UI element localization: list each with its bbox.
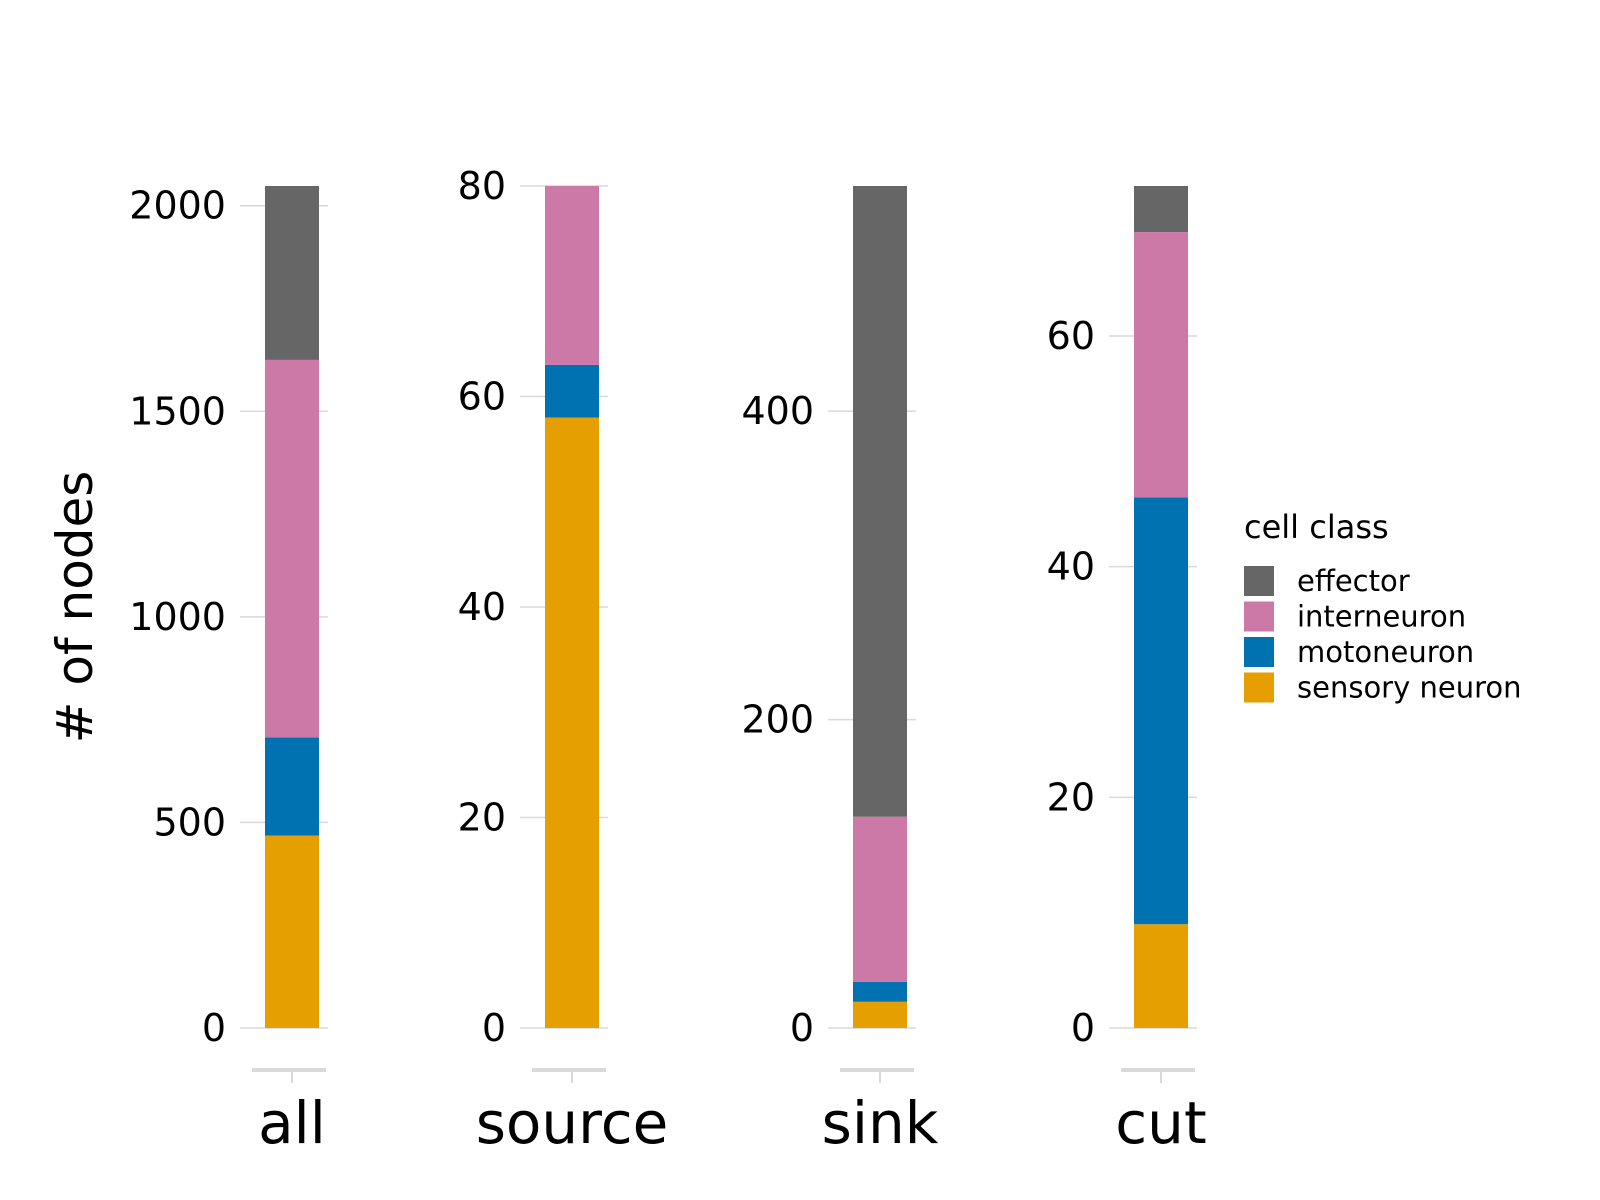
- y-tick-label: 400: [741, 389, 814, 433]
- y-tick-label: 80: [458, 164, 506, 208]
- y-tick-label: 1500: [129, 389, 226, 433]
- bar-segment-interneuron: [1134, 232, 1188, 498]
- bar-segment-sensory-neuron: [853, 1001, 907, 1028]
- legend-swatch-interneuron: [1244, 601, 1274, 632]
- y-tick-label: 60: [458, 375, 506, 419]
- panel-all: 0 500 1000 1500 2000 all: [129, 184, 328, 1157]
- y-tick-label: 0: [202, 1006, 226, 1050]
- y-tick-label: 500: [153, 800, 226, 844]
- chart-panels: 0500100015002000all020406080source020040…: [129, 164, 1206, 1157]
- bar-segment-effector: [853, 186, 907, 817]
- panel-sink: 0 200 400 sink: [741, 186, 939, 1157]
- y-tick-label: 2000: [129, 184, 226, 228]
- legend: cell class effectorinterneuronmotoneuron…: [1244, 508, 1522, 705]
- y-tick-label: 1000: [129, 595, 226, 639]
- legend-label-sensory-neuron: sensory neuron: [1297, 671, 1522, 705]
- y-tick-label: 40: [1047, 545, 1095, 589]
- bar-segment-interneuron: [853, 816, 907, 982]
- bar-segment-effector: [265, 186, 319, 360]
- bar-segment-sensory-neuron: [545, 417, 599, 1028]
- legend-label-interneuron: interneuron: [1297, 600, 1466, 634]
- x-category-label: all: [258, 1089, 326, 1157]
- x-category-label: sink: [822, 1089, 939, 1157]
- bar-segment-sensory-neuron: [1134, 924, 1188, 1028]
- bar-segment-motoneuron: [545, 364, 599, 418]
- legend-swatch-effector: [1244, 566, 1274, 596]
- y-tick-label: 60: [1047, 314, 1095, 358]
- panel-cut: 0 20 40 60 cut: [1047, 186, 1207, 1157]
- x-category-label: cut: [1115, 1089, 1206, 1157]
- legend-swatch-motoneuron: [1244, 637, 1274, 667]
- legend-title: cell class: [1244, 508, 1389, 546]
- y-tick-label: 20: [458, 796, 506, 840]
- x-category-label: source: [476, 1089, 669, 1157]
- y-tick-label: 40: [458, 585, 506, 629]
- y-tick-label: 0: [790, 1006, 814, 1050]
- bar-segment-motoneuron: [853, 981, 907, 1002]
- y-tick-label: 0: [482, 1006, 506, 1050]
- legend-swatch-sensory-neuron: [1244, 672, 1274, 703]
- bar-segment-motoneuron: [1134, 497, 1188, 925]
- legend-label-motoneuron: motoneuron: [1297, 635, 1474, 669]
- y-tick-label: 0: [1071, 1006, 1095, 1050]
- bar-segment-effector: [1134, 186, 1188, 233]
- bar-segment-motoneuron: [265, 737, 319, 836]
- bar-segment-interneuron: [265, 359, 319, 738]
- bar-segment-interneuron: [545, 186, 599, 365]
- bar-segment-sensory-neuron: [265, 835, 319, 1028]
- panel-source: 0 20 40 60 80 source: [458, 164, 669, 1157]
- y-tick-label: 200: [741, 698, 814, 742]
- legend-label-effector: effector: [1297, 564, 1410, 598]
- y-tick-label: 20: [1047, 775, 1095, 819]
- y-axis-title: # of nodes: [46, 471, 104, 744]
